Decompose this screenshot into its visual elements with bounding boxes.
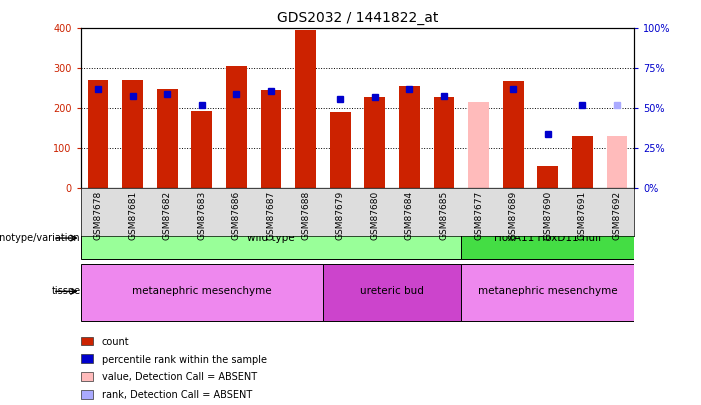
Text: count: count: [102, 337, 129, 347]
Text: rank, Detection Call = ABSENT: rank, Detection Call = ABSENT: [102, 390, 252, 400]
Text: HoxA11 HoxD11 null: HoxA11 HoxD11 null: [494, 233, 601, 243]
Bar: [503, 81, 524, 188]
Text: GSM87691: GSM87691: [578, 191, 587, 240]
Text: genotype/variation: genotype/variation: [0, 233, 81, 243]
Text: GSM87692: GSM87692: [613, 191, 622, 240]
Text: GSM87682: GSM87682: [163, 191, 172, 240]
Text: GSM87690: GSM87690: [543, 191, 552, 240]
Bar: [295, 30, 316, 188]
Bar: [261, 90, 281, 188]
Text: GSM87678: GSM87678: [93, 191, 102, 240]
Text: metanephric mesenchyme: metanephric mesenchyme: [132, 286, 271, 296]
Text: value, Detection Call = ABSENT: value, Detection Call = ABSENT: [102, 373, 257, 382]
Bar: [157, 89, 177, 188]
Text: tissue: tissue: [51, 286, 81, 296]
Text: percentile rank within the sample: percentile rank within the sample: [102, 355, 266, 364]
Bar: [226, 66, 247, 188]
Text: GSM87686: GSM87686: [232, 191, 241, 240]
Text: GSM87689: GSM87689: [509, 191, 518, 240]
Bar: [572, 136, 593, 188]
Text: GSM87683: GSM87683: [197, 191, 206, 240]
Text: GSM87677: GSM87677: [474, 191, 483, 240]
Text: GSM87684: GSM87684: [405, 191, 414, 240]
Bar: [323, 264, 461, 321]
Bar: [461, 264, 634, 321]
Text: GSM87685: GSM87685: [440, 191, 449, 240]
Bar: [122, 79, 143, 188]
Bar: [88, 79, 108, 188]
Bar: [538, 166, 558, 188]
Bar: [81, 219, 461, 259]
Text: GSM87679: GSM87679: [336, 191, 345, 240]
Text: GSM87680: GSM87680: [370, 191, 379, 240]
Bar: [434, 97, 454, 188]
Title: GDS2032 / 1441822_at: GDS2032 / 1441822_at: [277, 11, 438, 25]
Text: metanephric mesenchyme: metanephric mesenchyme: [478, 286, 618, 296]
Text: wild type: wild type: [247, 233, 295, 243]
Bar: [365, 97, 386, 188]
Bar: [330, 112, 350, 188]
Bar: [606, 136, 627, 188]
Bar: [399, 86, 420, 188]
Bar: [461, 219, 634, 259]
Text: GSM87681: GSM87681: [128, 191, 137, 240]
Text: GSM87688: GSM87688: [301, 191, 310, 240]
Bar: [191, 111, 212, 188]
Text: GSM87687: GSM87687: [266, 191, 275, 240]
Bar: [468, 102, 489, 188]
Bar: [81, 264, 323, 321]
Text: ureteric bud: ureteric bud: [360, 286, 424, 296]
